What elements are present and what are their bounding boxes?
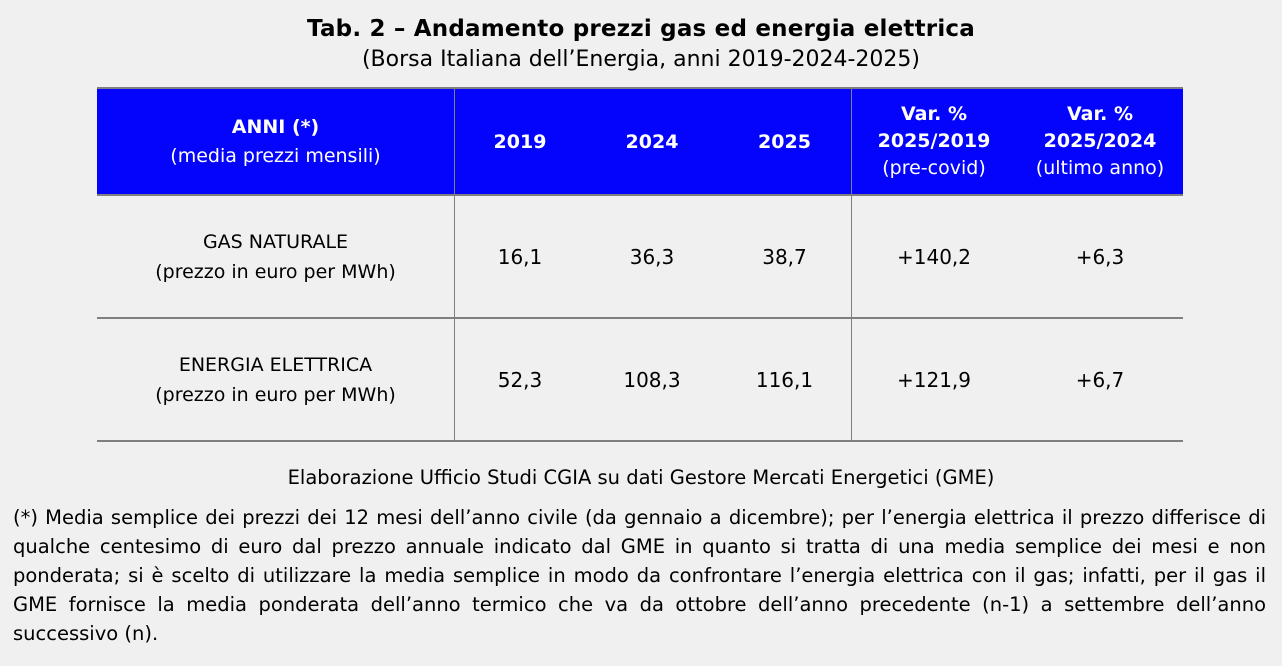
value-ee-2025: 116,1 bbox=[755, 367, 814, 392]
value-gas-2024: 36,3 bbox=[629, 244, 675, 269]
table-subtitle: (Borsa Italiana dell’Energia, anni 2019-… bbox=[361, 47, 921, 72]
header-cell-2025: 2025 bbox=[718, 89, 851, 194]
header-var2-note: (ultimo anno) bbox=[1035, 157, 1165, 179]
table-divider-left bbox=[454, 87, 455, 442]
header-cell-anni: ANNI (*) (media prezzi mensili) bbox=[97, 89, 454, 194]
table-title: Tab. 2 – Andamento prezzi gas ed energia… bbox=[307, 16, 975, 42]
row-unit: (prezzo in euro per MWh) bbox=[155, 260, 396, 283]
header-year-2019: 2019 bbox=[493, 130, 547, 153]
header-year-2025: 2025 bbox=[758, 130, 811, 153]
value-gas-2019: 16,1 bbox=[497, 244, 543, 269]
header-cell-2024: 2024 bbox=[586, 89, 718, 194]
value-gas-var-2025-2024: +6,3 bbox=[1075, 244, 1125, 269]
row-name: GAS NATURALE bbox=[202, 230, 349, 253]
value-ee-var-2025-2024: +6,7 bbox=[1075, 367, 1125, 392]
header-var1-note: (pre-covid) bbox=[882, 157, 986, 179]
header-cell-var-2025-2019: Var. % 2025/2019 (pre-covid) bbox=[851, 89, 1017, 194]
value-ee-2024: 108,3 bbox=[623, 367, 681, 392]
header-var1-label: Var. % bbox=[900, 103, 968, 125]
header-var2-label: Var. % bbox=[1066, 103, 1134, 125]
value-ee-var-2025-2019: +121,9 bbox=[896, 367, 971, 392]
value-gas-2025: 38,7 bbox=[762, 244, 807, 269]
table-divider-right bbox=[851, 87, 852, 442]
table-header-row: ANNI (*) (media prezzi mensili) 2019 202… bbox=[97, 87, 1183, 196]
row-name: ENERGIA ELETTRICA bbox=[178, 353, 373, 376]
header-cell-2019: 2019 bbox=[454, 89, 586, 194]
footnote: (*) Media semplice dei prezzi dei 12 mes… bbox=[13, 506, 1266, 645]
value-gas-var-2025-2019: +140,2 bbox=[896, 244, 971, 269]
header-var2-period: 2025/2024 bbox=[1043, 130, 1157, 152]
row-unit: (prezzo in euro per MWh) bbox=[155, 383, 396, 406]
row-label-cell: GAS NATURALE (prezzo in euro per MWh) bbox=[97, 196, 454, 317]
header-anni-subtitle: (media prezzi mensili) bbox=[170, 144, 381, 167]
value-ee-2019: 52,3 bbox=[497, 367, 543, 392]
prices-table: ANNI (*) (media prezzi mensili) 2019 202… bbox=[97, 87, 1183, 442]
header-var1-period: 2025/2019 bbox=[877, 130, 991, 152]
header-cell-var-2025-2024: Var. % 2025/2024 (ultimo anno) bbox=[1017, 89, 1183, 194]
header-anni-title: ANNI (*) bbox=[231, 115, 320, 138]
table-row-energia-elettrica: ENERGIA ELETTRICA (prezzo in euro per MW… bbox=[97, 319, 1183, 442]
row-label-cell: ENERGIA ELETTRICA (prezzo in euro per MW… bbox=[97, 319, 454, 440]
source-note: Elaborazione Ufficio Studi CGIA su dati … bbox=[287, 466, 995, 489]
table-row-gas-naturale: GAS NATURALE (prezzo in euro per MWh) 16… bbox=[97, 196, 1183, 319]
header-year-2024: 2024 bbox=[625, 130, 679, 153]
